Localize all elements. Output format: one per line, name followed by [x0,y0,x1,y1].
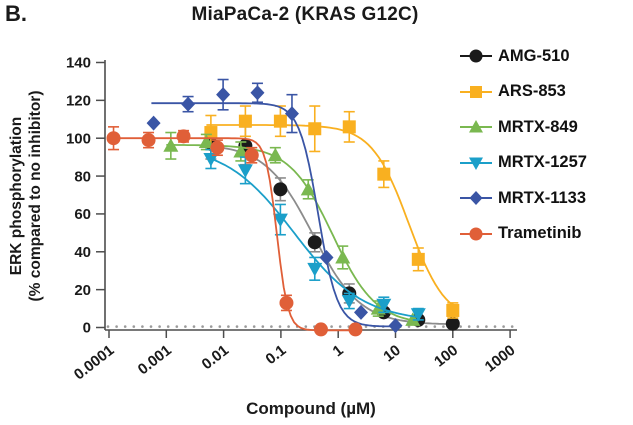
x-tick-label: 10 [380,342,404,366]
legend-marker [470,85,482,98]
data-point [273,182,288,197]
data-point [446,303,460,317]
x-tick-label: 1 [330,342,347,361]
data-point [279,295,294,310]
legend-marker [469,191,483,205]
y-tick-label: 120 [66,93,91,110]
y-tick-label: 60 [74,206,91,223]
legend-item-amg-510: AMG-510 [458,44,570,68]
x-tick-label: 1000 [482,342,519,376]
triangle-up-marker-icon [460,120,492,133]
y-tick-label: 100 [66,130,91,147]
data-point [237,164,253,178]
y-tick-label: 40 [74,244,91,261]
data-point [216,87,231,103]
data-point [163,138,179,152]
circle-marker-icon [460,227,492,240]
data-point [273,114,287,128]
data-point [319,249,334,265]
data-point [198,134,214,148]
data-point [335,249,351,264]
chart-title: MiaPaCa-2 (KRAS G12C) [191,4,419,25]
y-axis-label-line1: ERK phosphorylation [8,116,25,276]
legend-label: MRTX-1133 [498,188,587,207]
legend-item-mrtx-1133: MRTX-1133 [458,186,586,210]
y-tick-label: 0 [83,320,91,337]
data-point [233,143,249,158]
data-point [405,312,421,326]
data-point [308,122,322,136]
series-trametinib [106,126,363,337]
data-point [250,85,265,101]
legend-item-mrtx-1257: MRTX-1257 [458,151,587,175]
legend-marker [469,227,483,240]
data-point [204,126,218,140]
data-point [307,235,322,250]
legend-marker [469,120,483,133]
data-point [341,294,357,309]
series-mrtx-1133 [146,78,403,334]
data-point [342,120,356,134]
diamond-marker-icon [460,191,492,205]
data-point [106,131,121,146]
x-tick-label: 100 [431,342,461,371]
data-point [284,106,299,122]
legend-marker [469,157,483,170]
legend-label: Trametinib [498,224,582,242]
data-point [300,181,316,196]
data-point [376,298,392,313]
legend-item-ars-853: ARS-853 [458,80,566,104]
data-point [348,322,363,337]
fit-curve [113,137,357,332]
square-marker-icon [460,85,492,98]
data-point [354,304,369,320]
data-point [146,115,161,131]
legend-marker [469,49,483,63]
series-mrtx-1257 [203,148,426,322]
y-tick-label: 80 [74,168,91,185]
data-point [141,133,156,148]
series-ars-853 [204,105,460,319]
x-axis-label: Compound (µM) [246,399,376,418]
data-point [313,322,328,337]
data-point [267,147,283,162]
data-point [388,318,403,334]
data-point [176,129,191,144]
data-point [445,316,460,331]
data-point [238,114,252,128]
legend-item-trametinib: Trametinib [458,222,581,246]
data-point [210,140,225,155]
data-point [203,153,219,167]
data-point [307,262,323,277]
legend-label: MRTX-849 [498,117,578,136]
legend-label: ARS-853 [498,82,566,100]
x-tick-label: 0.001 [135,342,175,379]
y-axis-label-line2: (% compared to no inhibitor) [27,90,44,302]
x-tick-label: 0.01 [199,342,232,373]
y-tick-label: 140 [66,55,91,72]
x-tick-label: 0.0001 [71,342,118,384]
data-point [181,96,196,112]
x-tick-label: 0.1 [262,342,289,368]
data-point [272,213,288,228]
legend-label: MRTX-1257 [498,153,587,171]
y-axis-label: ERK phosphorylation (% compared to no in… [7,26,47,366]
data-point [411,252,425,266]
triangle-down-marker-icon [460,157,492,170]
legend-item-mrtx-849: MRTX-849 [458,115,578,139]
circle-marker-icon [460,49,492,63]
panel-label: B. [5,1,27,26]
data-point [410,308,426,322]
data-point [377,167,391,181]
legend-label: AMG-510 [498,46,570,65]
y-tick-label: 20 [74,282,91,299]
data-point [244,148,259,163]
